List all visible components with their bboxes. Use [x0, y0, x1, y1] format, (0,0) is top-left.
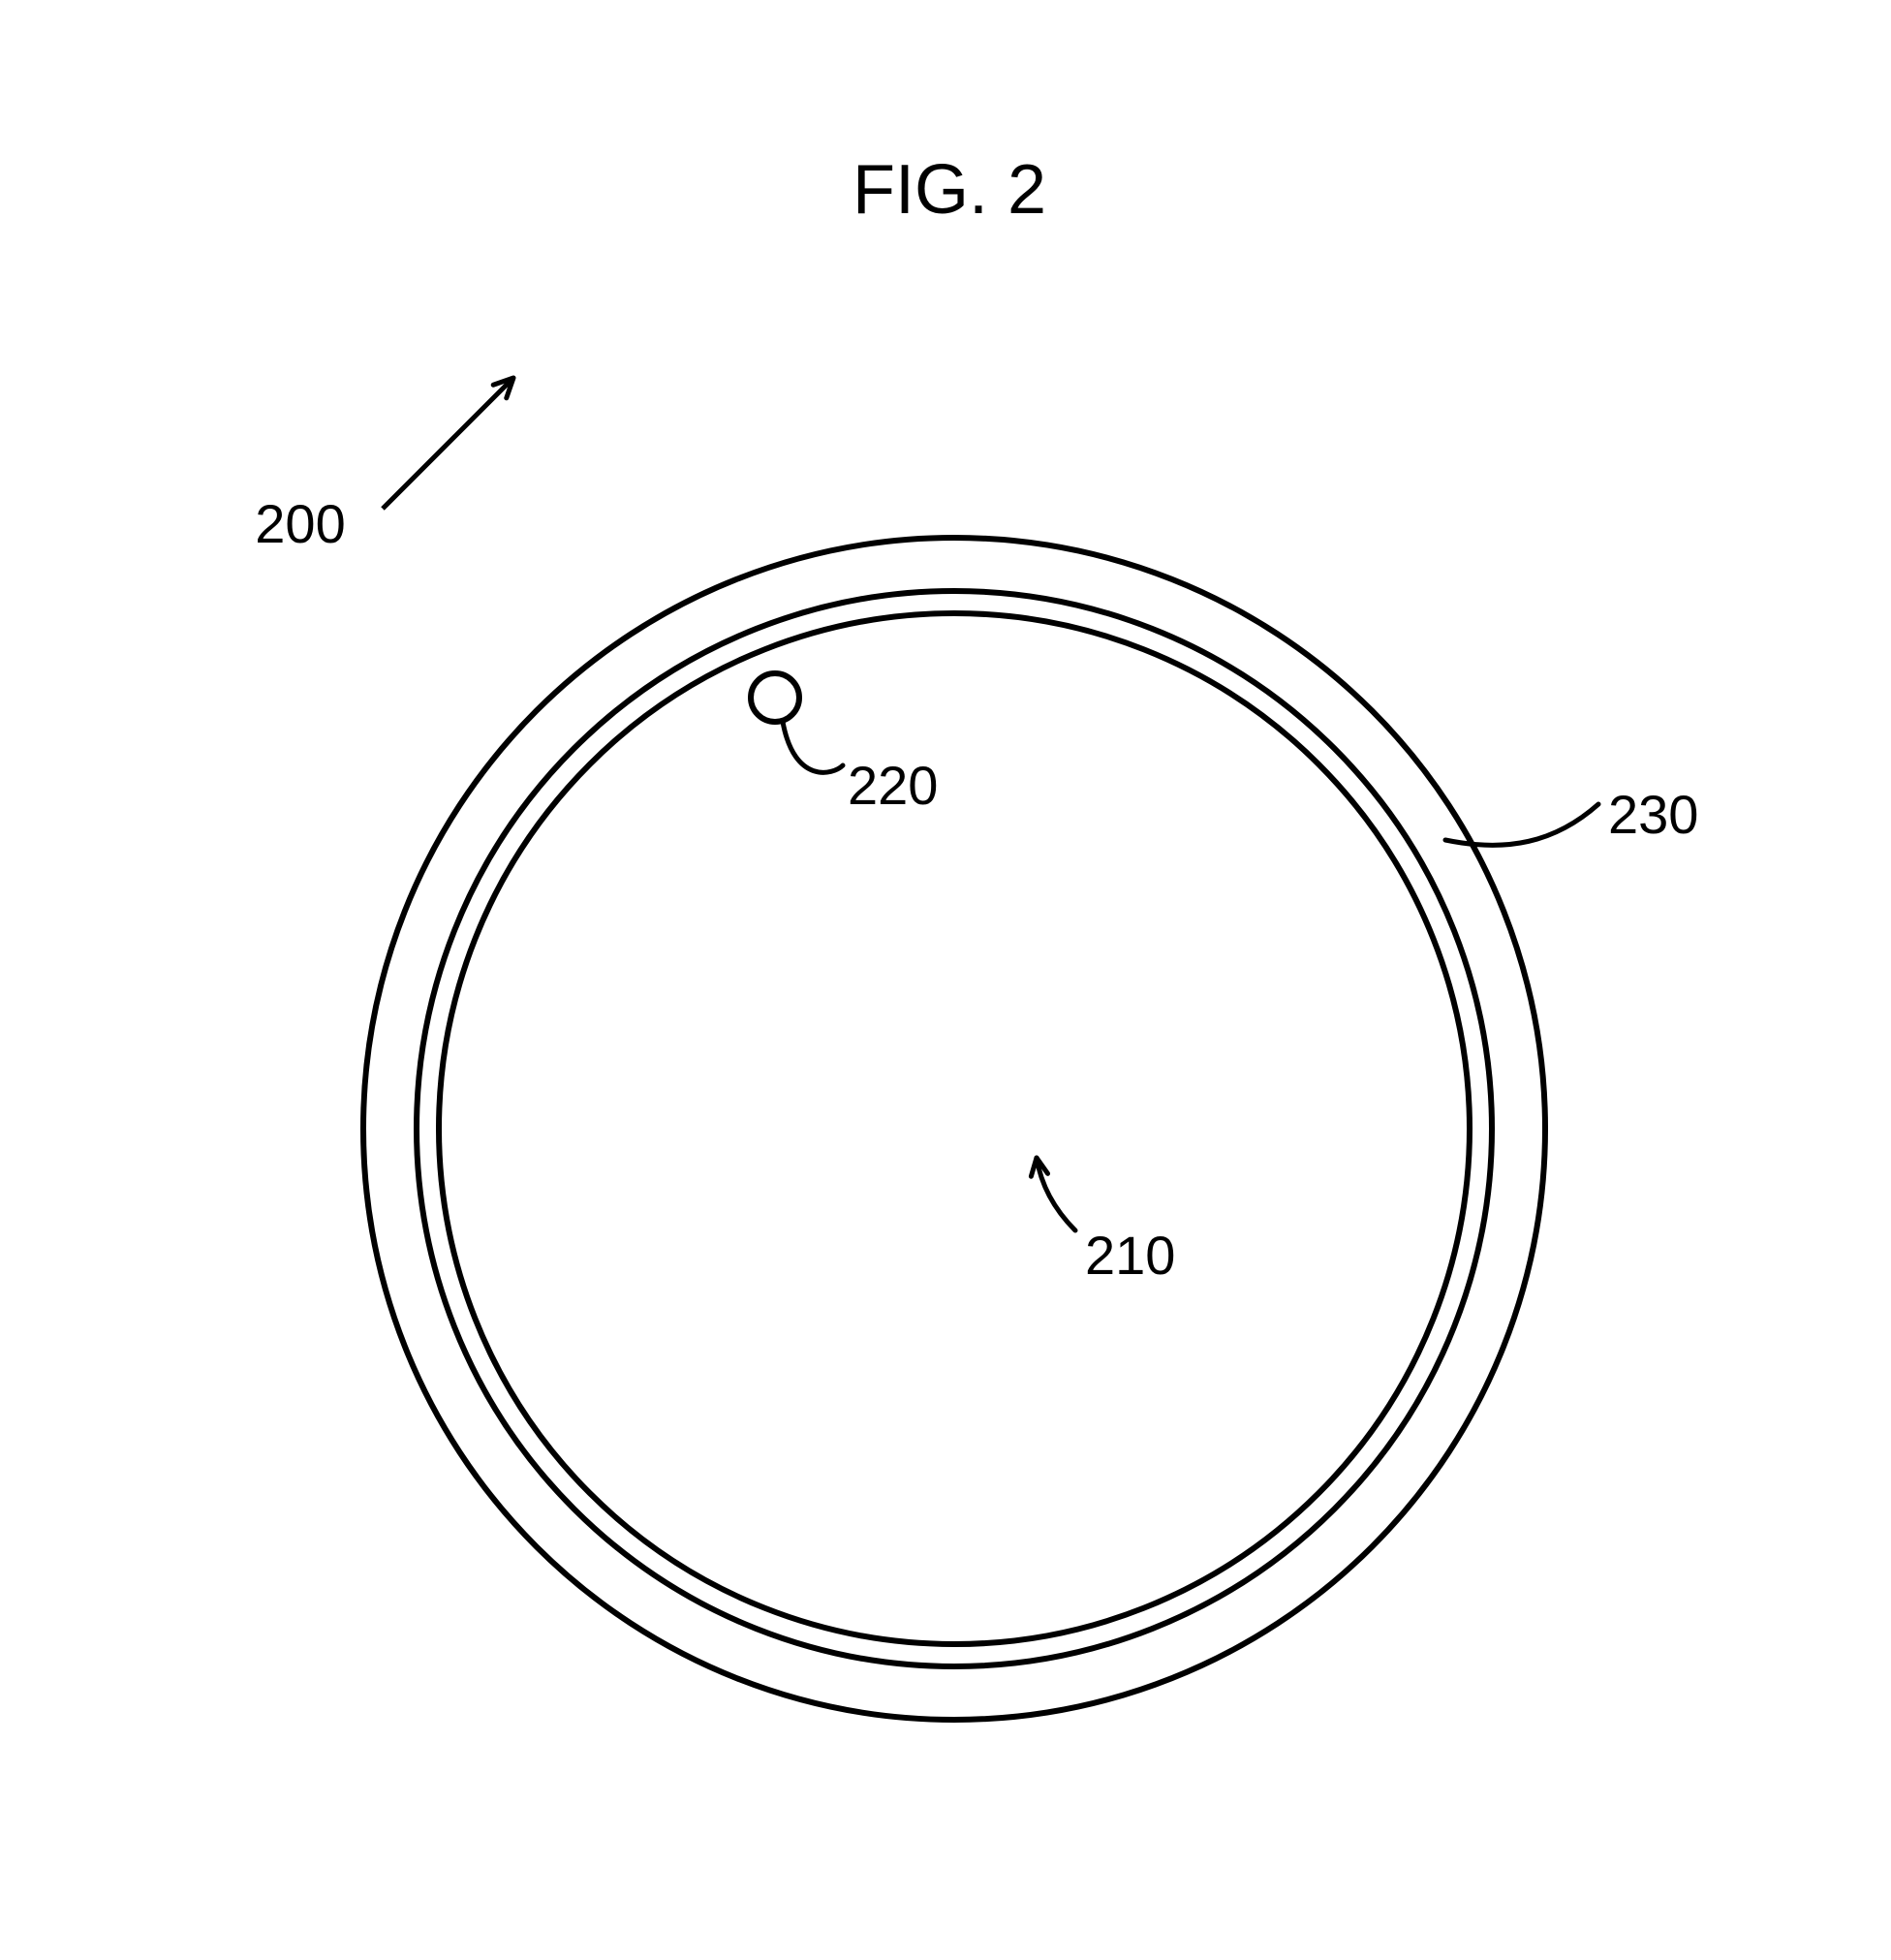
- figure-title: FIG. 2: [852, 151, 1046, 229]
- label-200: 200: [255, 493, 345, 554]
- ring-diagram: [363, 538, 1545, 1720]
- ring-circle: [363, 538, 1545, 1720]
- ring-circle: [417, 591, 1492, 1666]
- label-200-arrow-line: [383, 378, 513, 509]
- label-220-leader: [783, 722, 843, 772]
- label-210: 210: [1085, 1225, 1175, 1286]
- label-220: 220: [848, 755, 938, 816]
- ring-circle: [439, 613, 1470, 1644]
- label-230: 230: [1608, 784, 1698, 845]
- feature-220-circle: [751, 673, 799, 722]
